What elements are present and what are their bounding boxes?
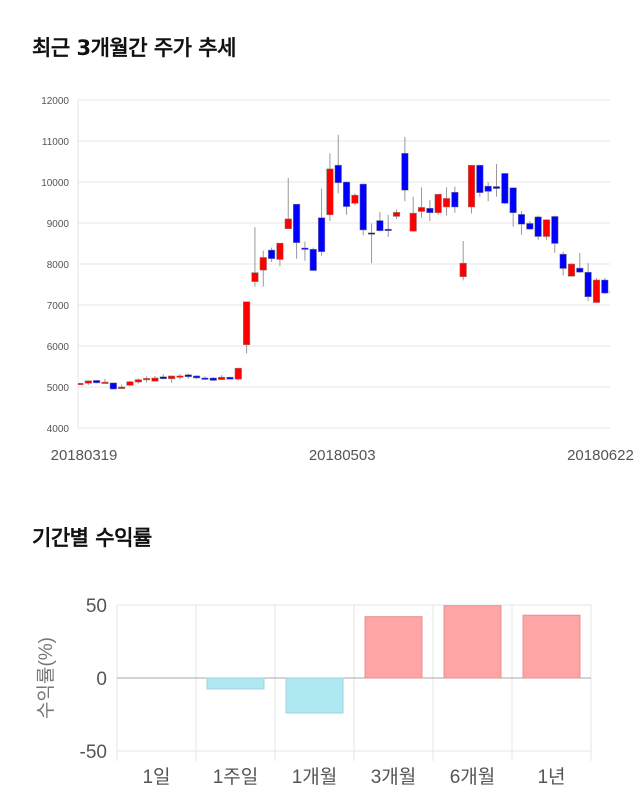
candle-body	[434, 194, 442, 214]
candle-body	[234, 367, 242, 380]
candlestick-chart: 4000 5000 6000 7000 8000 9000 10000 11000 12000 2…	[41, 96, 634, 464]
y-tick-label: 10000	[41, 178, 69, 189]
candle-body	[126, 381, 134, 386]
x-tick-label: 1주일	[213, 766, 259, 788]
candle-body	[218, 376, 226, 380]
bar	[285, 677, 344, 714]
y-tick-label: 4000	[47, 424, 70, 435]
candle-body	[251, 272, 259, 282]
y-tick-label: 50	[86, 596, 107, 617]
candle-body	[134, 379, 142, 383]
x-tick-label: 1년	[537, 766, 565, 788]
y-tick-label: 8000	[47, 260, 70, 271]
y-tick-label: 7000	[47, 301, 70, 312]
candle-body	[467, 164, 476, 208]
candle-body	[243, 301, 251, 346]
price-trend-title: 최근 3개월간 주가 추세	[32, 36, 236, 60]
candle-body	[201, 377, 209, 380]
y-tick-label: 11000	[42, 137, 70, 148]
candle-body	[309, 248, 317, 271]
candle-body	[151, 377, 159, 382]
candle-body	[78, 383, 84, 386]
x-tick-label: 1일	[142, 766, 170, 788]
candle-body	[501, 173, 509, 204]
candle-body	[176, 375, 184, 378]
candle-body	[184, 374, 192, 378]
candle-body	[559, 253, 567, 269]
candle-body	[293, 203, 301, 243]
bar	[364, 616, 423, 679]
candle-body	[417, 207, 426, 212]
candle-body	[84, 380, 92, 384]
x-tick-label: 1개월	[292, 766, 338, 788]
bar	[443, 605, 502, 679]
candle-body	[376, 220, 384, 232]
candle-body	[226, 376, 234, 380]
candle-body	[534, 216, 542, 237]
candle-body	[601, 279, 609, 294]
candle-body	[334, 164, 342, 184]
candle-body	[301, 247, 309, 250]
candle-body	[193, 375, 201, 379]
y-tick-label: 0	[96, 669, 107, 690]
candle-body	[551, 216, 559, 244]
x-tick-label: 20180622	[567, 447, 634, 464]
y-tick-label: 6000	[47, 342, 70, 353]
candle-body	[401, 153, 409, 191]
candle-body	[526, 223, 534, 230]
candle-body	[159, 376, 167, 380]
candle-body	[476, 164, 484, 193]
y-tick-label: 5000	[47, 383, 70, 394]
candle-body	[609, 291, 610, 294]
candle-body	[118, 386, 126, 389]
candle-body	[384, 228, 392, 231]
bar	[206, 677, 265, 690]
bar	[522, 614, 581, 679]
candle-body	[268, 249, 276, 259]
candle-body	[101, 381, 109, 384]
candle-body	[492, 186, 501, 189]
candle-body	[484, 185, 492, 192]
x-tick-label: 20180319	[51, 447, 118, 464]
candle-body	[318, 217, 326, 252]
candle-body	[542, 219, 551, 237]
candle-body	[351, 194, 359, 204]
candle-body	[509, 187, 517, 214]
candle-body	[567, 263, 576, 277]
candle-body	[442, 198, 451, 208]
x-tick-label: 3개월	[371, 766, 417, 788]
candle-body	[343, 181, 351, 207]
candle-body	[109, 382, 117, 390]
y-tick-label: -50	[80, 742, 107, 763]
candle-body	[368, 232, 376, 235]
candle-body	[326, 168, 334, 216]
candle-body	[592, 279, 601, 303]
candle-body	[209, 377, 217, 381]
candle-body	[576, 267, 584, 273]
y-tick-label: 12000	[41, 96, 69, 107]
candle-body	[168, 375, 176, 380]
x-tick-label: 6개월	[450, 766, 496, 788]
candle-body	[93, 380, 101, 384]
y-axis-label: 수익률(%)	[35, 637, 57, 719]
candle-body	[584, 271, 592, 298]
returns-title: 기간별 수익률	[32, 526, 152, 550]
x-tick-label: 20180503	[309, 447, 376, 464]
candle-body	[284, 218, 292, 229]
candle-body	[143, 378, 151, 381]
candles	[78, 134, 610, 390]
candle-body	[392, 212, 401, 217]
candle-body	[517, 214, 526, 225]
candle-body	[459, 262, 467, 277]
candle-body	[409, 212, 417, 232]
candle-body	[359, 183, 367, 231]
candle-body	[426, 207, 434, 214]
candle-body	[276, 242, 284, 260]
candle-body	[451, 192, 459, 208]
returns-bar-chart: 50 0 -50 수익률(%) 1일 1주일 1개월 3개월 6개월 1년	[35, 596, 592, 788]
y-tick-label: 9000	[47, 219, 70, 230]
candle-body	[259, 257, 267, 271]
